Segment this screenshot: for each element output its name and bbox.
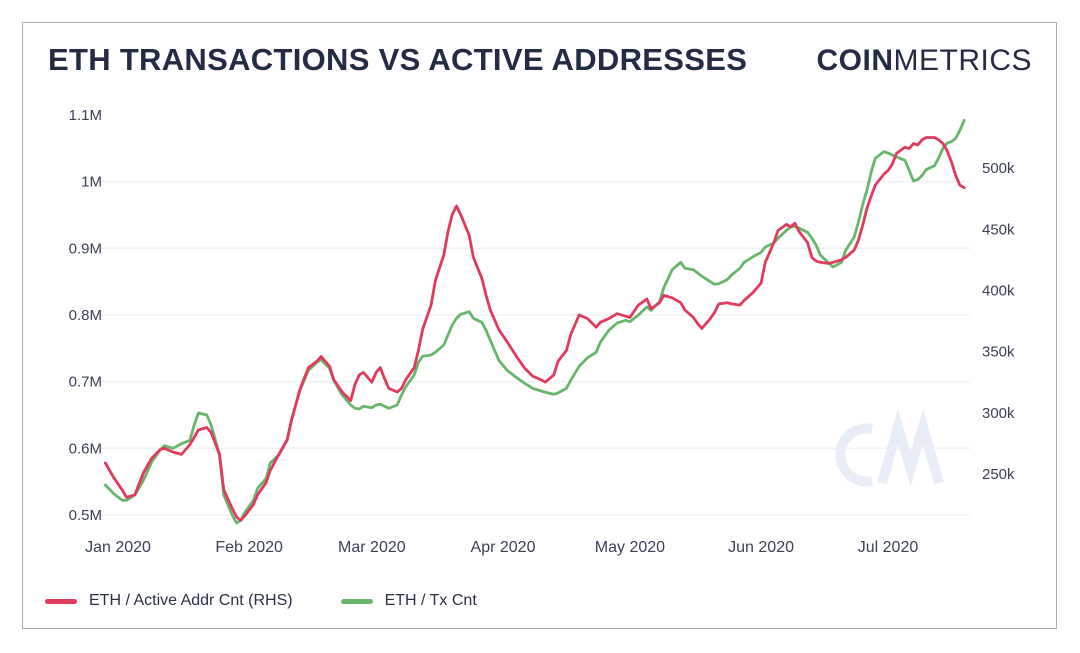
legend-item-tx-cnt[interactable]: ETH / Tx Cnt	[340, 592, 477, 610]
x-axis-tick-label: Mar 2020	[338, 539, 406, 556]
watermark-c-glyph	[835, 423, 873, 487]
x-axis-tick-label: Feb 2020	[215, 539, 283, 556]
y-axis-left-tick-label: 0.7M	[69, 374, 102, 391]
y-axis-left-tick-label: 0.9M	[69, 240, 102, 257]
legend-label-tx-cnt: ETH / Tx Cnt	[384, 592, 477, 609]
gridlines	[88, 181, 970, 516]
logo-metrics-text: METRICS	[893, 44, 1032, 77]
y-axis-right-tick-label: 250k	[982, 466, 1015, 483]
chart-title: ETH TRANSACTIONS VS ACTIVE ADDRESSES	[48, 42, 748, 77]
legend-swatch-tx-cnt-icon	[340, 598, 373, 604]
logo-coin-text: COIN	[816, 44, 894, 77]
watermark-m-glyph	[877, 409, 944, 487]
chart-card	[22, 22, 1057, 629]
legend-label-active-addr: ETH / Active Addr Cnt (RHS)	[89, 592, 293, 609]
axis-labels: 1.1M 1M 0.9M 0.8M 0.7M 0.6M 0.5M 500k 450k 400k 35…	[69, 107, 1015, 556]
y-axis-right-tick-label: 450k	[982, 221, 1015, 238]
y-axis-left-tick-label: 0.8M	[69, 307, 102, 324]
series-lines	[103, 118, 966, 525]
coinmetrics-watermark-icon	[835, 409, 944, 487]
y-axis-right-tick-label: 300k	[982, 405, 1015, 422]
x-axis-tick-label: Jul 2020	[858, 539, 919, 556]
coinmetrics-logo: COINMETRICS	[817, 44, 1033, 78]
legend-item-active-addr[interactable]: ETH / Active Addr Cnt (RHS)	[45, 592, 293, 610]
series-line-active-addresses	[103, 136, 966, 522]
x-axis-tick-label: May 2020	[595, 539, 665, 556]
y-axis-right-tick-label: 350k	[982, 344, 1015, 361]
x-axis-tick-label: Jan 2020	[85, 539, 151, 556]
y-axis-left-tick-label: 1.1M	[69, 107, 102, 124]
chart-legend: ETH / Active Addr Cnt (RHS) ETH / Tx Cnt	[45, 592, 477, 610]
y-axis-left-tick-label: 0.6M	[69, 440, 102, 457]
x-axis-tick-label: Apr 2020	[471, 539, 536, 556]
y-axis-right-tick-label: 400k	[982, 282, 1015, 299]
series-line-tx-count	[103, 118, 966, 525]
y-axis-left-tick-label: 1M	[81, 174, 102, 191]
y-axis-right-tick-label: 500k	[982, 160, 1015, 177]
y-axis-left-tick-label: 0.5M	[69, 507, 102, 524]
x-axis-tick-label: Jun 2020	[728, 539, 794, 556]
legend-swatch-active-addr-icon	[45, 598, 77, 604]
